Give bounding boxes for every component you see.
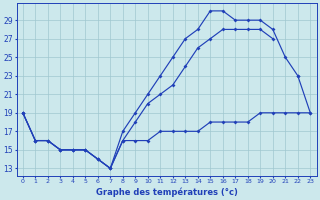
X-axis label: Graphe des températures (°c): Graphe des températures (°c) xyxy=(96,187,237,197)
